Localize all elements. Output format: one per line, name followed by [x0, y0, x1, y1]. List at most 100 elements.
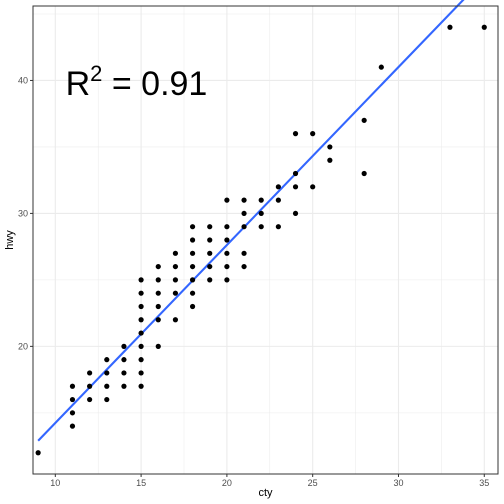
data-point — [258, 210, 264, 217]
data-point — [189, 224, 196, 230]
data-point — [138, 383, 144, 389]
annotation-value: = 0.91 — [102, 65, 207, 103]
data-point — [189, 250, 196, 256]
data-point — [155, 263, 161, 270]
data-point — [138, 343, 144, 349]
data-point — [241, 197, 247, 203]
data-point — [327, 144, 333, 150]
data-point — [481, 24, 487, 30]
x-tick-label: 10 — [50, 478, 60, 488]
r-squared-annotation: R2 = 0.91 — [66, 61, 208, 103]
data-point — [241, 224, 247, 230]
data-point — [275, 197, 281, 203]
data-point — [361, 170, 367, 177]
data-point — [69, 396, 76, 403]
data-point — [207, 263, 213, 270]
data-point — [87, 370, 93, 376]
data-point — [155, 303, 161, 310]
annotation-base: R — [66, 65, 91, 103]
y-axis-ticks: 20 30 40 — [18, 75, 33, 351]
data-point — [189, 290, 196, 296]
data-point — [172, 263, 179, 270]
data-point — [310, 184, 316, 190]
data-point — [241, 250, 247, 256]
regression-line — [37, 0, 465, 442]
data-point — [138, 370, 144, 376]
data-point — [361, 117, 367, 123]
x-tick-label: 25 — [308, 478, 318, 488]
data-point — [310, 131, 316, 137]
data-point — [121, 383, 127, 389]
data-point — [224, 224, 230, 230]
data-point — [87, 396, 93, 403]
data-point — [172, 290, 179, 296]
data-point — [69, 423, 76, 429]
data-point — [378, 64, 384, 70]
data-point — [207, 224, 213, 230]
data-point — [189, 277, 196, 283]
data-point — [224, 250, 230, 256]
data-point — [172, 317, 179, 323]
x-tick-label: 35 — [479, 478, 489, 488]
data-point — [138, 330, 144, 336]
x-tick-label: 30 — [393, 478, 403, 488]
data-point — [275, 224, 281, 230]
data-point — [104, 396, 110, 403]
data-point — [104, 357, 110, 363]
data-point — [292, 170, 299, 177]
data-point — [121, 357, 127, 363]
x-tick-label: 20 — [222, 478, 232, 488]
annotation-superscript: 2 — [90, 61, 102, 86]
data-point — [275, 184, 281, 190]
data-point — [138, 357, 144, 363]
x-axis-title: cty — [258, 487, 273, 499]
data-point — [155, 317, 161, 323]
data-point — [292, 210, 299, 217]
x-axis-ticks: 10 15 20 25 30 35 — [50, 474, 489, 488]
data-point — [155, 277, 161, 283]
data-point — [207, 250, 213, 256]
data-point — [224, 277, 230, 283]
data-point — [138, 317, 144, 323]
data-point — [207, 277, 213, 283]
data-point — [189, 263, 196, 270]
data-point — [155, 290, 161, 296]
data-point — [189, 237, 196, 243]
data-point — [258, 224, 264, 230]
data-point — [327, 157, 333, 163]
data-point — [189, 303, 196, 310]
grid-lines — [33, 6, 498, 474]
data-point — [121, 370, 127, 376]
data-point — [172, 250, 179, 256]
data-point — [35, 450, 41, 456]
data-point — [258, 197, 264, 203]
y-tick-label: 20 — [18, 341, 28, 351]
data-point — [138, 303, 144, 310]
data-point — [155, 343, 161, 349]
data-point — [104, 383, 110, 389]
data-point — [87, 383, 93, 389]
y-tick-label: 30 — [18, 208, 28, 218]
data-point — [224, 237, 230, 243]
data-point — [172, 277, 179, 283]
panel-border — [32, 5, 499, 475]
data-point — [224, 197, 230, 203]
data-point — [69, 410, 76, 416]
data-point — [292, 131, 299, 137]
data-point — [241, 210, 247, 217]
data-point — [104, 370, 110, 376]
y-tick-label: 40 — [18, 75, 28, 85]
data-point — [69, 383, 76, 389]
x-tick-label: 15 — [136, 478, 146, 488]
data-point — [207, 237, 213, 243]
data-point — [224, 263, 230, 270]
data-points — [35, 24, 487, 456]
data-point — [292, 184, 299, 190]
data-point — [121, 343, 127, 349]
y-axis-title: hwy — [4, 230, 16, 250]
data-point — [241, 263, 247, 270]
data-point — [138, 277, 144, 283]
data-point — [138, 290, 144, 296]
data-point — [447, 24, 453, 30]
